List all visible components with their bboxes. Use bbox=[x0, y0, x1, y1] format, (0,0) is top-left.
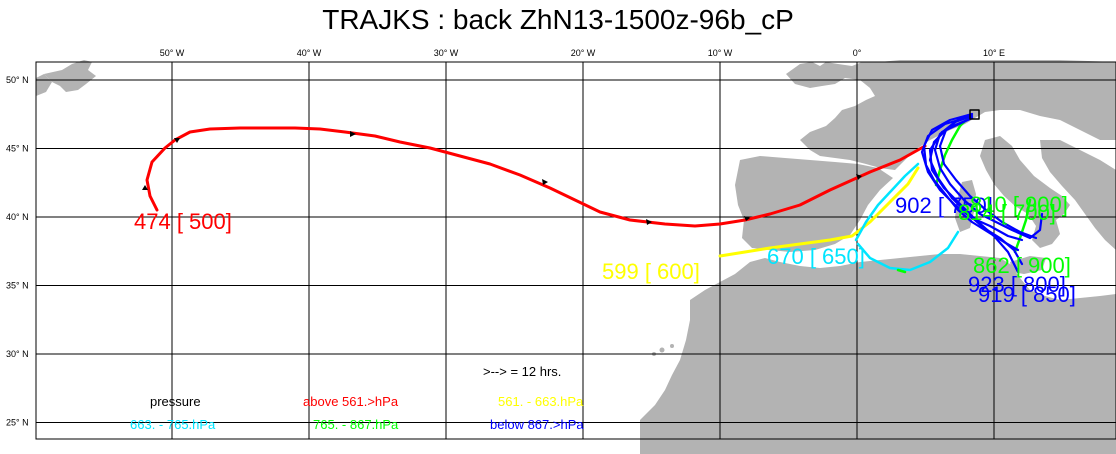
balkans-land bbox=[1040, 140, 1116, 250]
map-frame bbox=[35, 61, 1116, 440]
lon-tick-label: 40° W bbox=[297, 48, 322, 58]
time-arrow bbox=[744, 216, 750, 221]
lat-tick-label: 25° N bbox=[6, 418, 29, 428]
land-masses bbox=[36, 60, 1116, 454]
trajectory-label-862: 862 [ 900] bbox=[973, 253, 1071, 278]
lat-tick-label: 40° N bbox=[6, 212, 29, 222]
trajectory-label-814: 814 [ 700] bbox=[958, 200, 1056, 225]
lat-tick-label: 45° N bbox=[6, 144, 29, 154]
trajectory-yellow bbox=[718, 166, 920, 258]
lon-tick-label: 20° W bbox=[571, 48, 596, 58]
time-arrow-markers bbox=[142, 131, 862, 225]
legend-entry-561-663: 561. - 663.hPa bbox=[498, 394, 584, 409]
time-arrow bbox=[646, 219, 652, 225]
axis-tick-labels: 50° W 40° W 30° W 20° W 10° W 0° 10° E 50° N 45°… bbox=[6, 48, 1005, 428]
time-arrow bbox=[856, 174, 862, 180]
italy-land bbox=[980, 136, 1070, 248]
legend-entry-below: below 867.>hPa bbox=[490, 417, 584, 432]
time-arrow bbox=[542, 179, 548, 185]
trajectory-blue-5 bbox=[928, 116, 1020, 274]
trajectory-red bbox=[145, 126, 927, 228]
lat-tick-label: 30° N bbox=[6, 349, 29, 359]
trajectories bbox=[142, 109, 1044, 274]
trajectory-label-810: 810 [ 900] bbox=[970, 192, 1068, 217]
canary-island bbox=[659, 347, 665, 353]
legend: >--> = 12 hrs. pressure above 561.>hPa 5… bbox=[130, 364, 584, 432]
trajectory-blue-6 bbox=[938, 112, 1038, 240]
trajectory-label-670: 670 [ 650] bbox=[767, 244, 865, 269]
lat-tick-label: 35° N bbox=[6, 281, 29, 291]
trajectory-cyan bbox=[854, 162, 960, 272]
map-title: TRAJKS : back ZhN13-1500z-96b_cP bbox=[322, 4, 794, 35]
trajectory-green-1 bbox=[934, 114, 972, 187]
legend-entry-above: above 561.>hPa bbox=[303, 394, 399, 409]
lon-tick-label: 50° W bbox=[160, 48, 185, 58]
time-arrow bbox=[142, 185, 148, 190]
iberia-land bbox=[735, 156, 893, 252]
canary-island bbox=[670, 344, 674, 348]
corsica-sardinia-land bbox=[955, 180, 976, 232]
trajectory-label-902: 902 [ 750] bbox=[895, 193, 993, 218]
trajectory-blue-2 bbox=[920, 114, 1024, 242]
time-arrow bbox=[350, 131, 356, 137]
trajectory-label-474: 474 [ 500] bbox=[134, 209, 232, 234]
legend-entry-663-765: 663. - 765.hPa bbox=[130, 417, 216, 432]
legend-arrow-note: >--> = 12 hrs. bbox=[483, 364, 561, 379]
trajectory-green-3 bbox=[896, 268, 907, 274]
legend-pressure-label: pressure bbox=[150, 394, 201, 409]
trajectory-label-919: 919 [ 850] bbox=[978, 282, 1076, 307]
newfoundland-land bbox=[44, 60, 96, 92]
lon-tick-label: 0° bbox=[853, 48, 862, 58]
trajectory-blue-bundle bbox=[920, 112, 1044, 274]
legend-entry-765-867: 765. - 867.hPa bbox=[313, 417, 399, 432]
lon-tick-label: 10° E bbox=[983, 48, 1005, 58]
lon-tick-label: 30° W bbox=[434, 48, 459, 58]
europe-land bbox=[786, 60, 1116, 170]
trajectory-green-2 bbox=[1013, 198, 1032, 254]
lat-tick-label: 50° N bbox=[6, 75, 29, 85]
start-point-marker bbox=[969, 109, 980, 120]
trajectory-label-923: 923 [ 800] bbox=[968, 272, 1066, 297]
lon-tick-label: 10° W bbox=[708, 48, 733, 58]
time-arrow bbox=[174, 138, 180, 143]
trajectory-label-599: 599 [ 600] bbox=[602, 259, 700, 284]
